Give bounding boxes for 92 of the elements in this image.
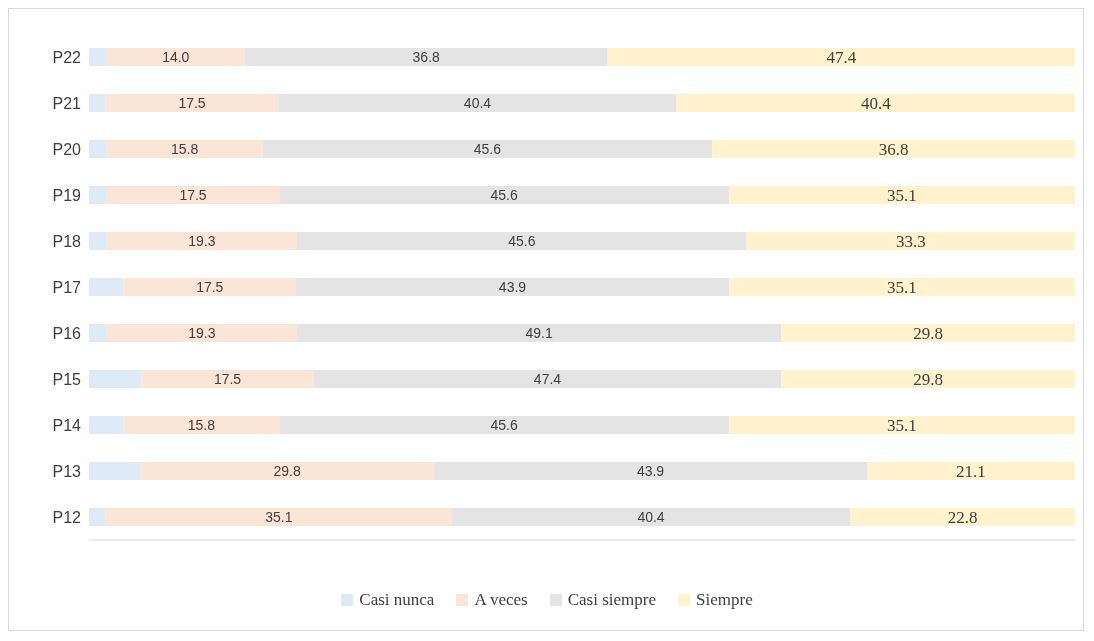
bar <box>89 278 124 296</box>
y-tick-label: P12 <box>52 508 82 526</box>
data-label: 45.6 <box>490 417 518 433</box>
data-label: 36.8 <box>412 49 441 65</box>
bar <box>123 278 297 296</box>
data-label: 40.4 <box>463 95 492 111</box>
data-label: 14.0 <box>162 49 190 65</box>
data-label: 17.5 <box>179 187 207 203</box>
data-label: 36.8 <box>878 139 909 159</box>
data-label: 17.5 <box>213 371 242 387</box>
y-tick-label: P15 <box>52 370 82 388</box>
y-tick-label: P19 <box>52 186 82 204</box>
bar <box>434 462 867 480</box>
bar <box>728 416 1075 434</box>
bar <box>89 232 107 250</box>
bar <box>297 324 782 342</box>
y-tick-label: P20 <box>52 140 82 158</box>
bar <box>106 48 245 66</box>
data-label: 29.8 <box>913 323 943 343</box>
bar <box>728 186 1075 204</box>
y-tick-label: P22 <box>52 48 82 66</box>
data-label: 15.8 <box>187 417 216 433</box>
y-tick-label: P17 <box>52 278 82 296</box>
bar <box>89 186 107 204</box>
bar <box>746 232 1075 250</box>
bar <box>313 370 782 388</box>
bar <box>106 140 263 158</box>
bar <box>105 94 279 112</box>
legend-label: Casi siempre <box>566 590 657 610</box>
y-tick-label: P14 <box>52 416 82 434</box>
data-label: 43.9 <box>636 463 665 479</box>
data-label: 19.3 <box>188 233 216 249</box>
bar <box>140 462 435 480</box>
bar <box>296 278 729 296</box>
data-label: 40.4 <box>860 93 892 113</box>
legend-label: Siempre <box>695 590 753 610</box>
data-label: 40.4 <box>637 509 665 525</box>
bar <box>89 140 107 158</box>
bar <box>850 508 1075 526</box>
y-tick-label: P18 <box>52 232 82 250</box>
bar <box>279 186 729 204</box>
data-label: 17.5 <box>178 95 206 111</box>
bar <box>728 278 1075 296</box>
data-label: 45.6 <box>490 187 518 203</box>
bar <box>866 462 1075 480</box>
data-label: 19.3 <box>188 325 216 341</box>
bar <box>244 48 608 66</box>
data-label: 45.6 <box>508 233 536 249</box>
bar <box>89 324 107 342</box>
bar <box>141 370 314 388</box>
bar <box>89 370 142 388</box>
data-label: 43.9 <box>498 279 527 295</box>
bar <box>89 508 106 526</box>
bar <box>106 186 280 204</box>
bar <box>262 140 713 158</box>
bar <box>278 94 677 112</box>
data-label: 35.1 <box>265 509 293 525</box>
data-label: 22.8 <box>947 507 978 527</box>
bar <box>781 324 1075 342</box>
bar <box>712 140 1075 158</box>
data-label: 21.1 <box>956 461 986 481</box>
y-tick-label: P13 <box>52 462 82 480</box>
data-label: 17.5 <box>196 279 224 295</box>
bar <box>451 508 851 526</box>
bar <box>106 232 298 250</box>
bar <box>89 416 124 434</box>
data-label: 35.1 <box>887 185 917 205</box>
data-label: 33.3 <box>895 231 926 251</box>
y-tick-label: P21 <box>52 94 82 112</box>
bar <box>279 416 729 434</box>
data-label: 47.4 <box>826 47 857 67</box>
bar <box>297 232 747 250</box>
bar <box>676 94 1075 112</box>
legend-label: Casi nunca <box>358 590 435 610</box>
bar <box>123 416 280 434</box>
data-label: 15.8 <box>171 141 199 157</box>
data-label: 45.6 <box>473 141 502 157</box>
data-label: 47.4 <box>533 371 562 387</box>
bar <box>105 508 452 526</box>
data-label: 49.1 <box>525 325 553 341</box>
bar <box>89 94 106 112</box>
bar <box>781 370 1075 388</box>
data-label: 35.1 <box>887 415 917 435</box>
bar <box>89 462 141 480</box>
data-label: 29.8 <box>273 463 302 479</box>
data-label: 29.8 <box>913 369 943 389</box>
bar <box>89 48 107 66</box>
bar <box>106 324 298 342</box>
data-label: 35.1 <box>887 277 917 297</box>
legend-label: A veces <box>473 590 528 610</box>
bar <box>607 48 1075 66</box>
y-tick-label: P16 <box>52 324 82 342</box>
